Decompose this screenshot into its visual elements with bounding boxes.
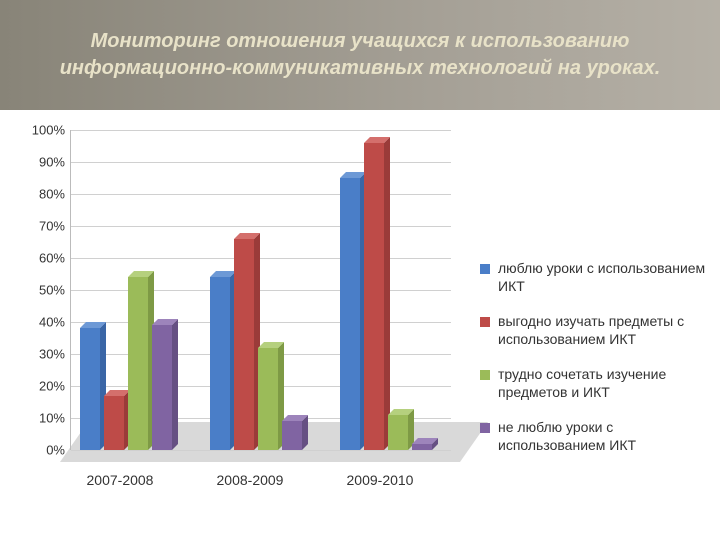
legend-label: выгодно изучать предметы с использование… bbox=[498, 313, 710, 348]
y-tick-label: 90% bbox=[5, 155, 71, 170]
y-tick-label: 20% bbox=[5, 379, 71, 394]
bar bbox=[388, 415, 408, 450]
bar bbox=[152, 325, 172, 450]
title-band: Мониторинг отношения учащихся к использо… bbox=[0, 0, 720, 110]
bar bbox=[128, 277, 148, 450]
legend-item: выгодно изучать предметы с использование… bbox=[480, 313, 710, 348]
y-tick-label: 70% bbox=[5, 219, 71, 234]
bar bbox=[258, 348, 278, 450]
y-tick-label: 80% bbox=[5, 187, 71, 202]
legend-item: не люблю уроки с использованием ИКТ bbox=[480, 419, 710, 454]
bar bbox=[80, 328, 100, 450]
bar bbox=[364, 143, 384, 450]
legend: люблю уроки с использованием ИКТ выгодно … bbox=[480, 260, 710, 472]
x-axis-label: 2007-2008 bbox=[70, 472, 170, 488]
legend-swatch bbox=[480, 317, 490, 327]
bars-container: 2007-20082008-20092009-2010 bbox=[70, 130, 450, 450]
bar bbox=[412, 444, 432, 450]
y-tick-label: 40% bbox=[5, 315, 71, 330]
y-tick-label: 60% bbox=[5, 251, 71, 266]
y-tick-label: 30% bbox=[5, 347, 71, 362]
y-tick-label: 10% bbox=[5, 411, 71, 426]
x-axis-label: 2009-2010 bbox=[330, 472, 430, 488]
y-tick-label: 50% bbox=[5, 283, 71, 298]
legend-swatch bbox=[480, 370, 490, 380]
chart-area: 0% 10% 20% 30% 40% 50% 60% 70% 80% 90% 100% 2007-2… bbox=[0, 110, 720, 540]
legend-label: трудно сочетать изучение предметов и ИКТ bbox=[498, 366, 710, 401]
bar bbox=[282, 421, 302, 450]
slide: Мониторинг отношения учащихся к использо… bbox=[0, 0, 720, 540]
bar bbox=[210, 277, 230, 450]
bar bbox=[104, 396, 124, 450]
x-axis-label: 2008-2009 bbox=[200, 472, 300, 488]
y-tick-label: 100% bbox=[5, 123, 71, 138]
plot: 0%10%20%30%40%50%60%70%80%90%100% 2007-2… bbox=[70, 130, 450, 450]
legend-swatch bbox=[480, 423, 490, 433]
legend-swatch bbox=[480, 264, 490, 274]
slide-title: Мониторинг отношения учащихся к использо… bbox=[40, 28, 680, 82]
legend-item: трудно сочетать изучение предметов и ИКТ bbox=[480, 366, 710, 401]
y-tick-label: 0% bbox=[5, 443, 71, 458]
bar bbox=[234, 239, 254, 450]
legend-item: люблю уроки с использованием ИКТ bbox=[480, 260, 710, 295]
bar bbox=[340, 178, 360, 450]
legend-label: не люблю уроки с использованием ИКТ bbox=[498, 419, 710, 454]
grid-line bbox=[71, 450, 451, 451]
legend-label: люблю уроки с использованием ИКТ bbox=[498, 260, 710, 295]
